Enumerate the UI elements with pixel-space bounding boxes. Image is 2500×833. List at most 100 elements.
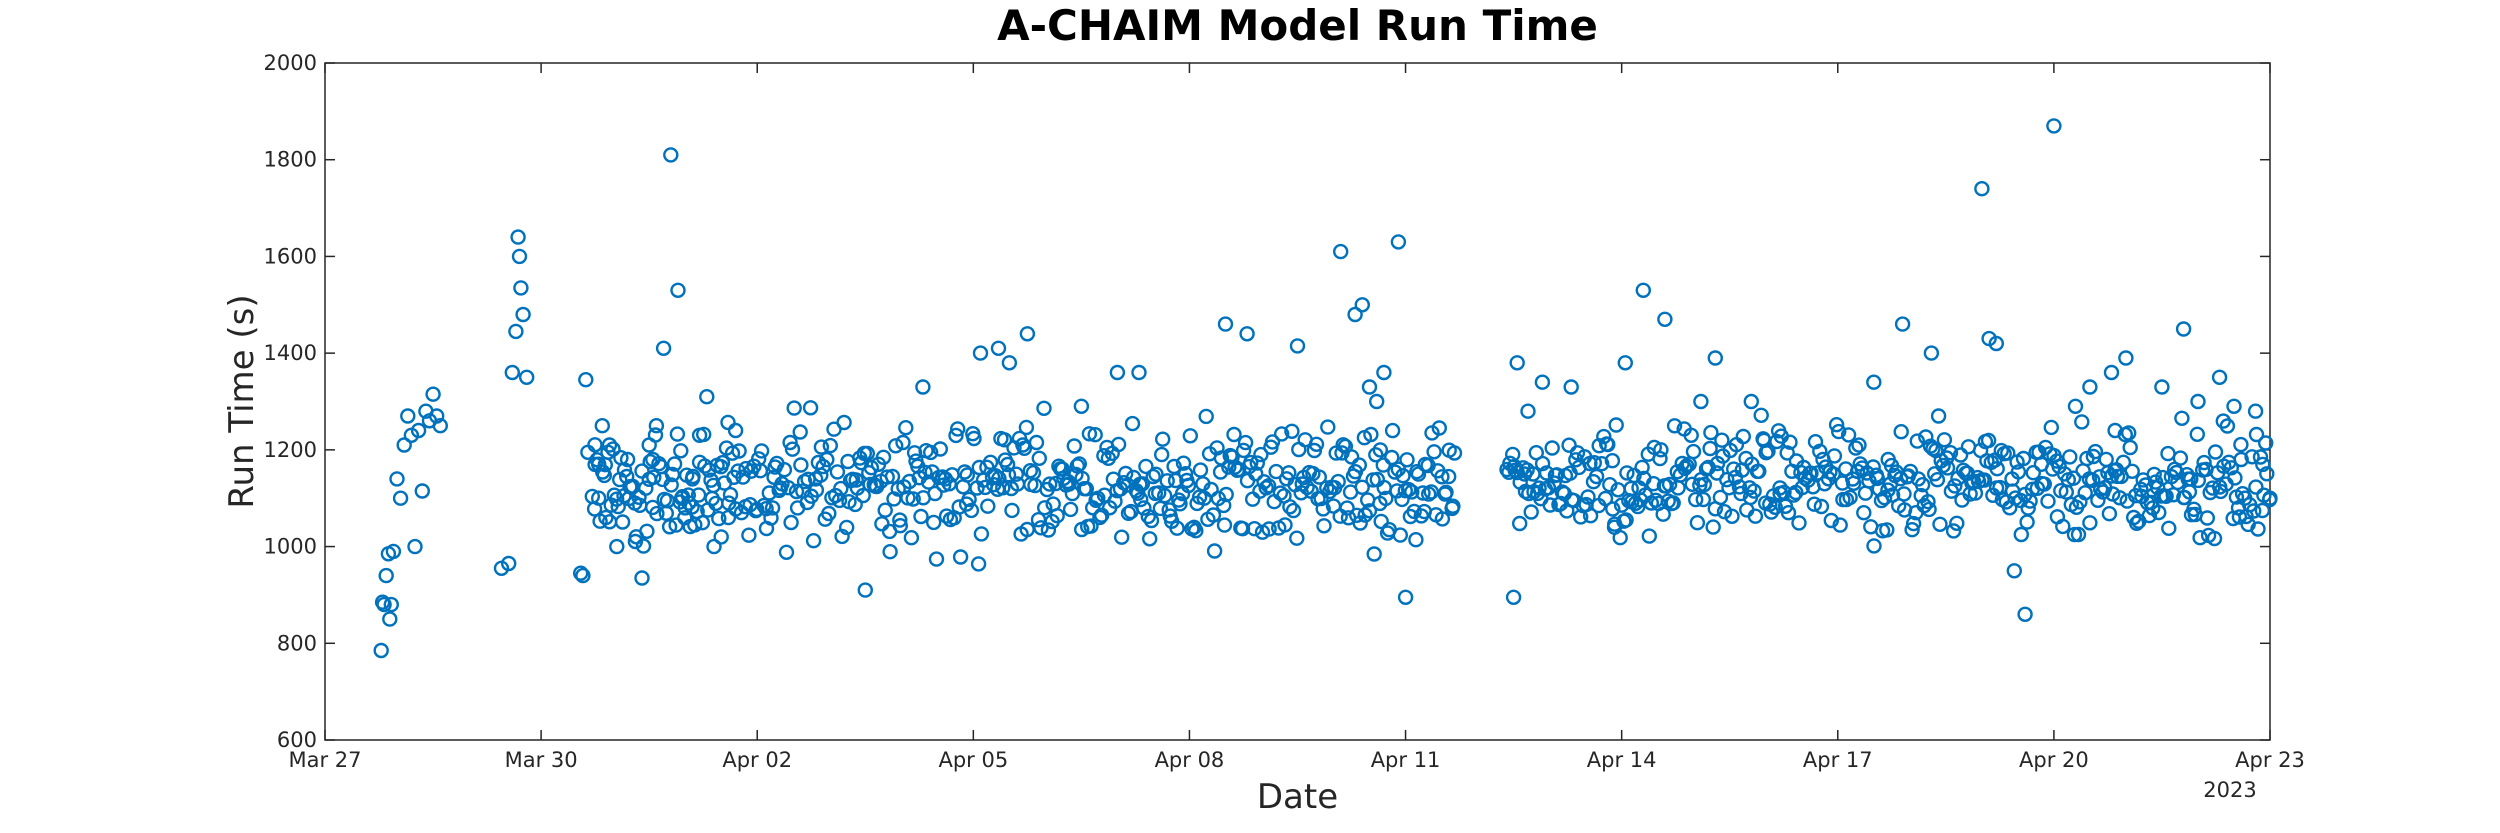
data-point — [2245, 503, 2262, 519]
data-point — [648, 418, 665, 434]
x-tick-label: Apr 14 — [1587, 748, 1657, 772]
data-point — [2190, 393, 2206, 410]
data-point — [508, 323, 524, 340]
data-point — [1593, 456, 1610, 472]
data-point — [783, 514, 799, 531]
data-point — [1747, 508, 1764, 524]
data-point — [594, 418, 610, 434]
data-point — [792, 424, 808, 440]
data-point — [1218, 486, 1234, 503]
data-point — [1040, 522, 1057, 538]
data-point — [1351, 457, 1368, 473]
data-point — [1153, 446, 1170, 463]
data-point — [1330, 473, 1346, 490]
data-point — [2062, 449, 2078, 465]
data-point — [1036, 500, 1053, 516]
data-point — [764, 500, 781, 516]
data-point — [1939, 460, 1956, 476]
data-point — [2000, 445, 2016, 461]
data-point — [1779, 445, 1795, 461]
data-point — [501, 555, 517, 572]
data-point — [2067, 398, 2084, 414]
data-point — [1285, 502, 1302, 519]
data-point — [1678, 458, 1695, 474]
x-tick-label: Apr 02 — [722, 748, 792, 772]
data-point — [720, 414, 736, 431]
data-point — [627, 495, 643, 511]
data-point — [2107, 422, 2123, 439]
data-point — [2020, 500, 2036, 516]
data-point — [1378, 490, 1394, 507]
data-point — [1813, 498, 1830, 515]
data-point — [2155, 469, 2171, 486]
data-point — [1066, 438, 1083, 454]
data-point — [1666, 418, 1683, 434]
data-point — [378, 567, 394, 584]
data-point — [1782, 434, 1798, 450]
data-point — [822, 437, 838, 454]
data-point — [1159, 473, 1175, 489]
data-point — [875, 449, 892, 465]
data-point — [724, 445, 741, 461]
data-point — [1687, 491, 1704, 508]
data-point — [1812, 443, 1828, 459]
data-point — [639, 523, 655, 539]
data-point — [1921, 501, 1937, 518]
data-point — [892, 512, 908, 528]
y-tick-label: 600 — [277, 728, 317, 752]
data-point — [1134, 476, 1151, 492]
data-point — [373, 642, 389, 659]
data-point — [1760, 443, 1776, 459]
data-point — [1806, 496, 1823, 512]
data-point — [888, 438, 904, 454]
data-point — [855, 487, 871, 504]
data-point — [1384, 449, 1400, 466]
data-point — [1073, 398, 1090, 414]
data-point — [2252, 449, 2269, 465]
data-point — [905, 491, 921, 507]
data-point — [722, 487, 739, 503]
data-point — [382, 611, 398, 627]
data-point — [1520, 403, 1536, 419]
data-point — [2248, 479, 2264, 495]
y-axis: 600 800 1000 1200 1400 1600 1800 2000 — [264, 51, 2270, 752]
data-point — [511, 248, 528, 265]
data-point — [616, 488, 632, 504]
scatter-points — [373, 118, 2278, 659]
data-point — [1695, 491, 1712, 508]
data-point — [504, 364, 520, 381]
data-point — [972, 345, 989, 361]
data-point — [684, 471, 701, 487]
data-point — [1361, 379, 1378, 395]
data-point — [1866, 374, 1882, 390]
y-tick-label: 1400 — [264, 341, 317, 365]
data-point — [673, 443, 689, 459]
data-point — [2254, 502, 2271, 519]
data-point — [1136, 500, 1152, 516]
x-axis-label: Date — [1257, 777, 1338, 817]
x-tick-label: Mar 30 — [505, 748, 578, 772]
x-tick-label: Apr 20 — [2019, 748, 2089, 772]
data-point — [995, 480, 1011, 496]
data-point — [1705, 519, 1721, 535]
data-point — [1534, 455, 1551, 472]
data-point — [646, 469, 662, 485]
data-point — [2211, 369, 2228, 385]
data-point — [1914, 477, 1931, 493]
data-point — [649, 505, 665, 522]
data-point — [1534, 374, 1551, 390]
data-point — [1221, 459, 1237, 475]
data-point — [2255, 456, 2271, 473]
data-point — [813, 467, 829, 483]
data-point — [1368, 447, 1384, 463]
data-point — [1828, 417, 1845, 433]
data-point — [2174, 410, 2190, 426]
data-point — [1397, 589, 1414, 605]
data-point — [1226, 426, 1242, 443]
data-point — [950, 421, 966, 437]
data-point — [1509, 355, 1525, 371]
data-point — [2013, 526, 2030, 543]
data-point — [1376, 364, 1392, 381]
data-point — [1988, 335, 2005, 352]
data-point — [2077, 485, 2093, 501]
